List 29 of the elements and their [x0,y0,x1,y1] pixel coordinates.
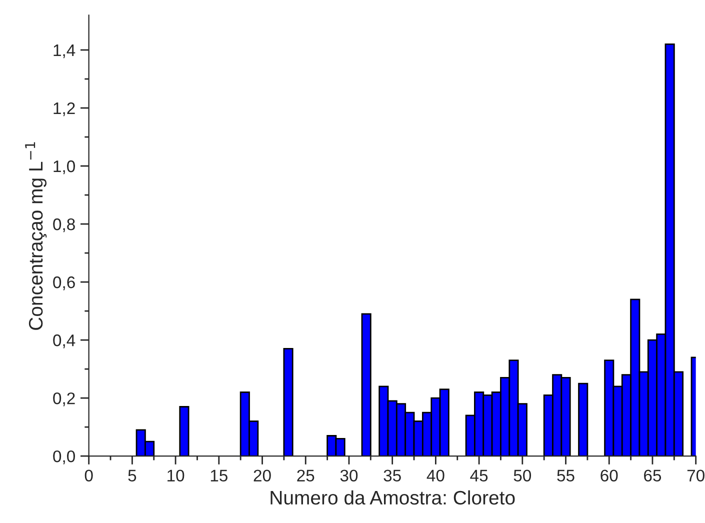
y-tick-label: 0,2 [53,392,75,406]
x-tick-label: 45 [470,470,488,482]
y-tick-label: 1,4 [54,44,76,58]
x-axis-title: Numero da Amostra: Cloreto [270,490,515,505]
bar [361,313,372,456]
x-tick-label: 0 [84,470,93,482]
y-tick-label: 1,2 [54,102,75,116]
x-tick-label: 70 [687,470,704,482]
x-tick-label: 35 [384,470,401,482]
y-tick-label: 0,6 [53,276,75,290]
x-tick-label: 50 [514,470,532,482]
x-tick-label: 40 [426,470,444,482]
y-axis-title: Concentraçao mg L$^{−1}$ [25,142,47,330]
bar [179,406,190,456]
y-tick-label: 0,8 [53,218,75,232]
x-tick-label: 15 [210,470,228,482]
bar [578,382,588,456]
x-tick-label: 5 [128,470,136,482]
x-tick-label: 30 [340,470,358,482]
x-tick-label: 10 [168,470,184,482]
x-tick-label: 60 [600,470,618,482]
x-tick-label: 25 [297,470,314,482]
x-tick-label: 20 [254,470,271,482]
y-tick-label: 0,4 [53,334,76,348]
x-tick-label: 65 [644,470,662,482]
y-tick-label: 0,0 [53,450,75,464]
bar [283,348,294,456]
x-tick-label: 55 [557,470,574,482]
y-tick-label: 1,0 [54,160,75,174]
